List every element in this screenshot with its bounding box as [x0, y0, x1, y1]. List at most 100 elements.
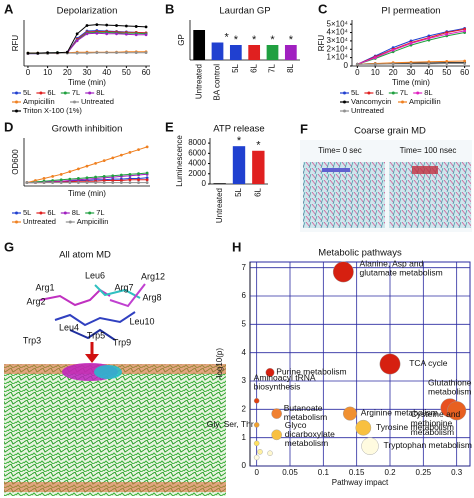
significance-label: * — [256, 140, 261, 152]
x-tick-label: 20 — [389, 68, 398, 77]
stick — [54, 311, 136, 327]
data-point — [144, 51, 148, 55]
x-axis-label: Time (min) — [68, 189, 106, 198]
bar — [213, 183, 226, 184]
legend-marker — [88, 211, 92, 215]
y-tick-label: 0 — [202, 179, 207, 188]
data-point — [391, 48, 395, 52]
label-line: metabolism — [411, 427, 454, 437]
legend-marker — [88, 91, 92, 95]
legend-label: 5L — [23, 208, 31, 217]
x-axis-label: Time (min) — [68, 78, 106, 87]
legend-marker — [15, 211, 18, 215]
legend-marker — [15, 100, 18, 104]
label-line: glutamate metabolism — [360, 268, 443, 278]
data-point — [75, 32, 79, 36]
y-tick-label: 6 — [242, 291, 247, 300]
stick — [109, 283, 146, 308]
x-tick-label: 5L — [231, 63, 240, 72]
bar — [232, 146, 246, 184]
chart-title: Laurdan GP — [219, 6, 270, 17]
bubble-label: Glutathione metabolism — [428, 378, 474, 397]
peptide-sticks — [39, 283, 146, 341]
data-point — [144, 33, 148, 37]
data-point — [77, 181, 80, 184]
data-point — [427, 62, 431, 66]
data-point — [128, 178, 132, 182]
legend-label: 8L — [96, 88, 104, 97]
chart-title: ATP release — [213, 124, 264, 135]
significance-label: * — [234, 34, 239, 46]
bar — [229, 45, 242, 60]
bubble — [253, 454, 260, 461]
data-point — [102, 175, 106, 178]
label-line: Gly, Ser, Thr — [207, 419, 254, 429]
bar — [284, 45, 297, 60]
x-tick-label: 0.2 — [384, 468, 396, 477]
series-line — [27, 31, 147, 54]
y-axis-label: RFU — [11, 35, 20, 52]
y-axis-label: -log10(p) — [215, 348, 224, 380]
legend-marker — [343, 109, 346, 113]
label-line: Glutathione — [428, 378, 474, 388]
legend-label: 8L — [424, 88, 432, 97]
data-point — [59, 178, 63, 182]
label-line: Arginine metabolism — [361, 408, 438, 418]
data-point — [463, 62, 467, 65]
legend-label: 5L — [23, 88, 31, 97]
legend-label: 8L — [72, 208, 80, 217]
bubble — [265, 368, 275, 377]
legend-marker — [15, 109, 18, 113]
chart-title: PI permeation — [381, 6, 440, 17]
panel-letter: A — [4, 1, 14, 16]
label-line: Butanoate — [284, 403, 325, 413]
data-point — [463, 59, 467, 63]
legend-marker — [343, 91, 346, 95]
data-point — [26, 51, 30, 55]
data-point — [65, 50, 69, 54]
legend-marker — [367, 91, 371, 95]
bar — [252, 150, 265, 184]
data-point — [124, 24, 128, 28]
residue-label: Arg1 — [35, 282, 54, 292]
x-tick-label: 20 — [63, 68, 72, 77]
panel-letter: B — [165, 1, 174, 16]
x-tick-label: 30 — [83, 68, 92, 77]
data-point — [409, 42, 413, 45]
y-tick-label: 2 — [242, 404, 247, 413]
legend-marker — [15, 91, 18, 95]
bubble-label: Butanoate metabolism — [284, 403, 327, 422]
legend-label: Triton X-100 (1%) — [23, 106, 82, 115]
series-line — [27, 32, 147, 55]
x-tick-label: 60 — [142, 68, 151, 77]
data-point — [115, 24, 118, 27]
legend-label: Vancomycin — [351, 97, 391, 106]
legend-marker — [73, 100, 76, 104]
bubble — [253, 422, 260, 428]
x-tick-label: 0.1 — [318, 468, 330, 477]
x-tick-label: 0.25 — [416, 468, 432, 477]
panel-letter: C — [318, 1, 328, 16]
bubble — [355, 419, 372, 436]
x-tick-label: 50 — [442, 68, 451, 77]
x-tick-label: 8L — [286, 63, 295, 72]
data-point — [134, 33, 138, 37]
x-tick-label: 0 — [355, 68, 360, 77]
data-point — [102, 159, 106, 163]
data-point — [42, 177, 46, 180]
data-point — [105, 23, 109, 27]
y-axis-label: Luminescence — [175, 135, 184, 187]
legend-label: Untreated — [351, 106, 384, 115]
data-point — [51, 175, 55, 178]
data-point — [68, 170, 72, 174]
membrane — [303, 162, 385, 228]
bubble — [379, 353, 401, 375]
chart-title: Depolarization — [57, 6, 118, 17]
data-point — [77, 177, 80, 180]
data-point — [56, 51, 59, 55]
bar — [211, 42, 224, 60]
peptide — [412, 166, 438, 174]
bubble — [332, 261, 354, 283]
data-point — [111, 179, 115, 182]
bubble-label: Purine metabolism — [276, 367, 346, 377]
